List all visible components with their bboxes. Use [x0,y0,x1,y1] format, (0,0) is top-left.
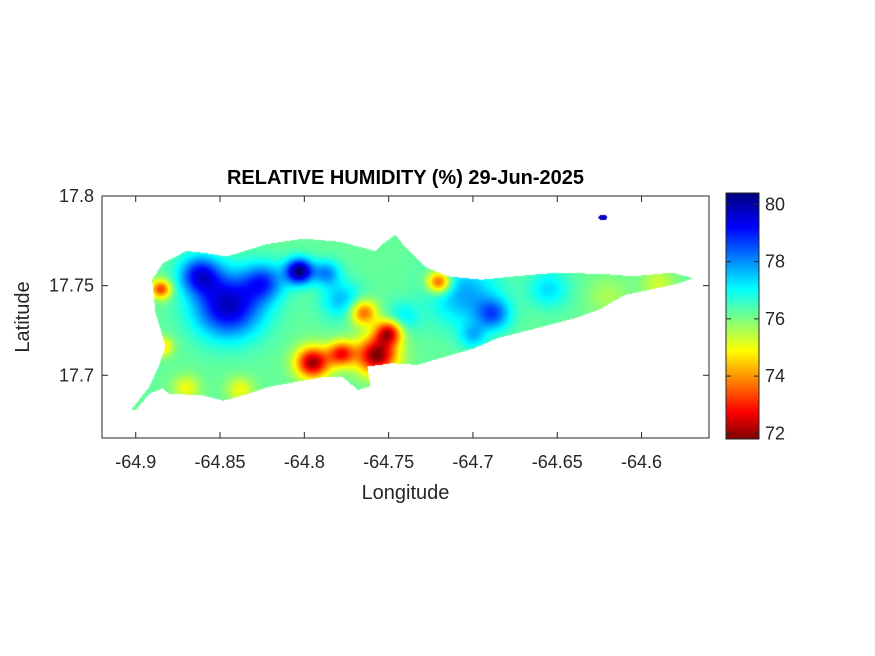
colorbar-frame [725,192,760,440]
colorbar-tick-label: 76 [765,309,785,329]
x-axis-ticks: -64.9 -64.85 -64.8 -64.75 -64.7 -64.65 -64.6 [115,196,662,472]
colorbar-tick-label: 74 [765,366,785,386]
x-tick-label: -64.85 [195,452,246,472]
x-tick-label: -64.8 [284,452,325,472]
plot-frame [101,195,710,439]
x-axis-label: Longitude [362,482,450,504]
chart-title: RELATIVE HUMIDITY (%) 29-Jun-2025 [227,167,584,189]
colorbar-tick-label: 78 [765,252,785,272]
colorbar-ticks: 72 74 76 78 80 [726,194,785,443]
x-tick-label: -64.75 [363,452,414,472]
colorbar [726,193,759,439]
colorbar-tick-label: 80 [765,194,785,214]
y-tick-label: 17.8 [59,186,94,206]
y-axis-label: Latitude [12,281,34,352]
x-tick-label: -64.7 [452,452,493,472]
x-tick-label: -64.9 [115,452,156,472]
y-axis-ticks: 17.7 17.75 17.8 [49,186,709,385]
y-tick-label: 17.7 [59,365,94,385]
y-tick-label: 17.75 [49,276,94,296]
x-tick-label: -64.65 [532,452,583,472]
humidity-heatmap [102,196,709,438]
colorbar-tick-label: 72 [765,423,785,443]
x-tick-label: -64.6 [621,452,662,472]
